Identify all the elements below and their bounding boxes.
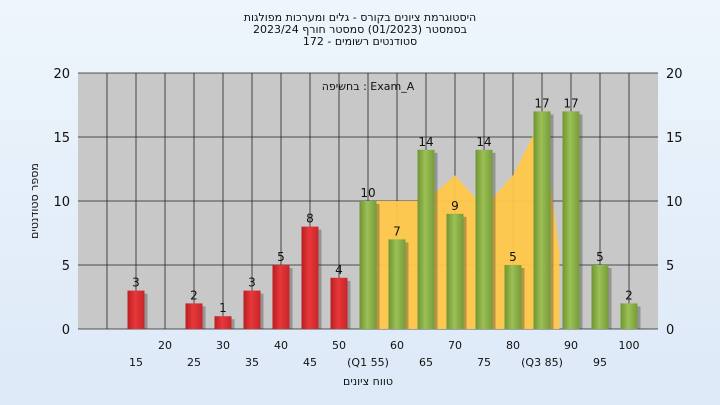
bar bbox=[475, 149, 493, 329]
bar bbox=[214, 316, 232, 329]
data-label: 5 bbox=[277, 250, 285, 264]
bar bbox=[243, 290, 261, 329]
data-label: 4 bbox=[335, 263, 343, 277]
x-tick-label: (Q3 85) bbox=[521, 356, 563, 369]
y-tick-label-left: 10 bbox=[53, 195, 70, 210]
bar bbox=[330, 277, 348, 329]
y-tick-label-right: 15 bbox=[666, 131, 683, 146]
y-tick-label-left: 5 bbox=[62, 259, 70, 274]
bar bbox=[620, 303, 638, 329]
bar bbox=[185, 303, 203, 329]
data-label: 10 bbox=[360, 186, 375, 200]
y-tick-label-left: 15 bbox=[53, 131, 70, 146]
y-tick-label-right: 5 bbox=[666, 259, 674, 274]
y-tick-label-right: 10 bbox=[666, 195, 683, 210]
x-tick-label: 70 bbox=[448, 339, 462, 352]
bar bbox=[591, 265, 609, 329]
data-label: 17 bbox=[563, 96, 578, 110]
data-label: 3 bbox=[132, 276, 140, 290]
bar bbox=[533, 111, 551, 330]
data-label: 2 bbox=[625, 288, 633, 302]
x-tick-label: (Q1 55) bbox=[347, 356, 389, 369]
x-tick-label: 30 bbox=[216, 339, 230, 352]
bar bbox=[272, 265, 290, 329]
annotation-label: בחשיפה : Exam_A bbox=[322, 80, 415, 93]
x-tick-label: 75 bbox=[477, 356, 491, 369]
x-tick-label: 45 bbox=[303, 356, 317, 369]
x-tick-label: 95 bbox=[593, 356, 607, 369]
x-tick-label: 60 bbox=[390, 339, 404, 352]
bar bbox=[446, 213, 464, 329]
bar bbox=[562, 111, 580, 330]
x-tick-label: 20 bbox=[158, 339, 172, 352]
x-tick-label: 35 bbox=[245, 356, 259, 369]
x-tick-label: 80 bbox=[506, 339, 520, 352]
x-tick-label: 65 bbox=[419, 356, 433, 369]
data-label: 17 bbox=[534, 96, 549, 110]
x-tick-label: 25 bbox=[187, 356, 201, 369]
data-label: 5 bbox=[596, 250, 604, 264]
data-label: 1 bbox=[219, 301, 227, 315]
y-axis-label: מספר סטודנטים bbox=[28, 163, 41, 239]
data-label: 7 bbox=[393, 224, 401, 238]
y-tick-label-left: 0 bbox=[62, 323, 70, 338]
x-tick-label: 90 bbox=[564, 339, 578, 352]
data-label: 2 bbox=[190, 288, 198, 302]
x-axis-label: טווח ציונים bbox=[343, 375, 393, 388]
data-label: 14 bbox=[418, 135, 433, 149]
data-label: 14 bbox=[476, 135, 491, 149]
bar bbox=[301, 226, 319, 329]
x-tick-label: 50 bbox=[332, 339, 346, 352]
y-tick-label-right: 0 bbox=[666, 323, 674, 338]
chart-title-line-3: סטודנטים רשומים - 172 bbox=[302, 35, 418, 48]
y-tick-label-left: 20 bbox=[53, 67, 70, 82]
data-label: 9 bbox=[451, 199, 459, 213]
data-label: 8 bbox=[306, 212, 314, 226]
x-tick-label: 15 bbox=[129, 356, 143, 369]
y-tick-label-right: 20 bbox=[666, 67, 683, 82]
bar bbox=[417, 149, 435, 329]
bar bbox=[127, 290, 145, 329]
chart-title-line-2: בסמסטר (01/2023) סמסטר חורף 2023/24 bbox=[253, 23, 467, 36]
chart-title-line-1: היסטוגרמת ציונים בקורס - גלים ומערכות מפ… bbox=[243, 11, 477, 24]
x-tick-label: 100 bbox=[619, 339, 640, 352]
data-label: 5 bbox=[509, 250, 517, 264]
bar bbox=[359, 201, 377, 329]
x-tick-label: 40 bbox=[274, 339, 288, 352]
bar bbox=[504, 265, 522, 329]
bar bbox=[388, 239, 406, 329]
data-label: 3 bbox=[248, 276, 256, 290]
